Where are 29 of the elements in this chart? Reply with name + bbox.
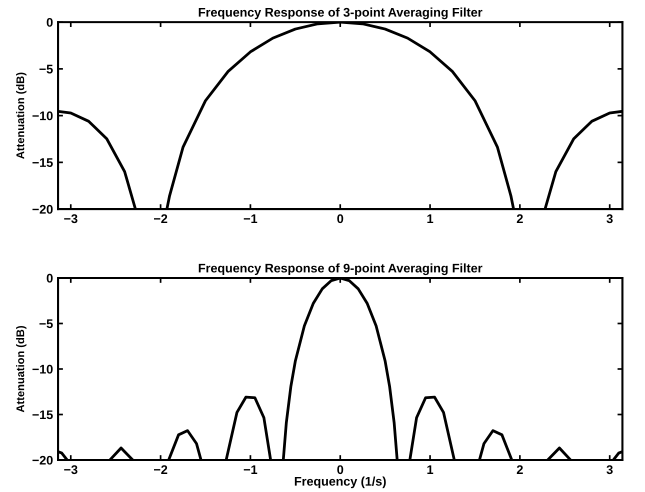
x-tick-label: 1: [427, 214, 434, 224]
x-tick-label: 3: [606, 465, 613, 474]
x-tick-label: 3: [606, 214, 613, 224]
y-axis-title: Attenuation (dB): [16, 72, 26, 159]
x-tick-label: −3: [64, 214, 78, 224]
x-tick-label: −1: [244, 465, 258, 474]
y-tick-label: 0: [46, 18, 53, 27]
x-tick-label: −3: [64, 465, 78, 474]
x-tick-label: 2: [516, 214, 523, 224]
y-tick-label: −5: [39, 64, 53, 74]
x-tick-label: −1: [244, 214, 258, 224]
x-tick-label: 0: [337, 214, 344, 224]
chart-title: Frequency Response of 3-point Averaging Filter: [198, 8, 482, 20]
y-tick-label: −20: [32, 204, 53, 214]
y-tick-label: −20: [32, 456, 53, 465]
y-tick-label: −10: [32, 111, 53, 120]
x-axis-title: Frequency (1/s): [294, 476, 386, 488]
x-tick-label: −2: [154, 465, 168, 474]
x-tick-label: 1: [427, 465, 434, 474]
y-tick-label: 0: [46, 274, 53, 283]
x-tick-label: −2: [154, 214, 168, 224]
x-tick-label: 0: [337, 465, 344, 474]
chart-title: Frequency Response of 9-point Averaging Filter: [198, 263, 482, 276]
y-tick-label: −15: [32, 158, 53, 168]
y-tick-label: −15: [32, 410, 53, 420]
y-tick-label: −5: [39, 319, 53, 328]
y-tick-label: −10: [32, 364, 53, 374]
y-axis-title: Attenuation (dB): [16, 326, 26, 412]
x-tick-label: 2: [516, 465, 523, 474]
